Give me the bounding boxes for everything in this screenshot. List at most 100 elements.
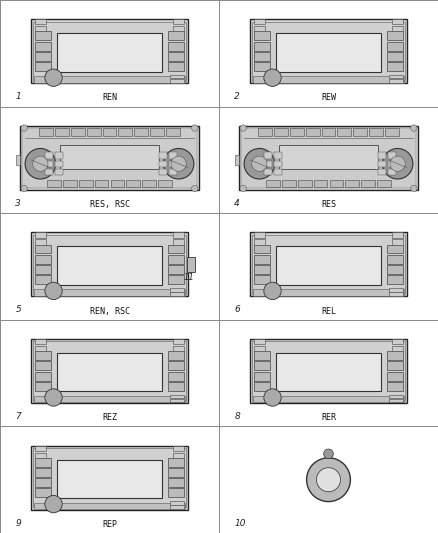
Bar <box>254 275 270 284</box>
Bar <box>387 52 403 61</box>
Bar <box>276 353 381 391</box>
Bar <box>253 396 404 402</box>
Bar <box>35 453 46 458</box>
Bar <box>392 339 403 344</box>
Bar <box>35 361 51 370</box>
Bar <box>35 265 51 274</box>
Bar <box>389 288 403 292</box>
Bar <box>119 128 132 136</box>
Bar <box>173 239 184 245</box>
Bar <box>34 503 185 509</box>
Bar <box>35 42 51 51</box>
Circle shape <box>191 185 198 192</box>
Bar <box>387 255 403 264</box>
Bar <box>173 339 184 344</box>
Bar <box>377 180 391 187</box>
Circle shape <box>307 458 350 502</box>
Bar <box>168 265 184 274</box>
Circle shape <box>191 125 198 131</box>
Bar <box>95 180 109 187</box>
Circle shape <box>264 69 281 86</box>
Bar <box>254 351 270 360</box>
Bar <box>254 31 270 41</box>
Text: 3: 3 <box>15 199 21 208</box>
Text: REN: REN <box>102 93 117 102</box>
Bar <box>35 372 51 381</box>
Bar <box>16 155 20 165</box>
Text: 9: 9 <box>15 519 21 528</box>
Circle shape <box>25 149 56 179</box>
Bar <box>170 505 184 509</box>
Bar <box>168 458 184 467</box>
Bar <box>168 361 184 370</box>
Bar <box>254 339 265 344</box>
Bar <box>31 232 188 296</box>
Text: REZ: REZ <box>102 413 117 422</box>
Bar <box>34 76 185 83</box>
Circle shape <box>240 185 247 192</box>
Bar <box>264 152 272 159</box>
Text: 4: 4 <box>234 199 240 208</box>
Bar <box>298 180 311 187</box>
Bar <box>168 478 184 487</box>
Bar <box>387 265 403 274</box>
Bar <box>219 213 438 320</box>
Bar <box>254 26 265 31</box>
Text: 5: 5 <box>15 305 21 314</box>
Bar <box>31 19 188 83</box>
Bar <box>35 232 46 238</box>
Bar <box>168 488 184 497</box>
Circle shape <box>382 149 413 179</box>
Bar <box>39 128 53 136</box>
Bar <box>219 320 438 426</box>
Bar <box>21 127 198 188</box>
Text: 2: 2 <box>234 92 240 101</box>
Text: 6: 6 <box>234 305 240 314</box>
Bar <box>31 339 188 403</box>
Circle shape <box>45 496 62 513</box>
Bar <box>250 19 407 83</box>
Bar <box>168 255 184 264</box>
Bar <box>254 255 270 264</box>
Bar <box>173 346 184 351</box>
Bar <box>158 180 172 187</box>
Circle shape <box>252 156 267 172</box>
Circle shape <box>410 185 417 192</box>
Bar <box>392 232 403 238</box>
Bar <box>35 458 51 467</box>
Bar <box>45 169 53 175</box>
Text: 1: 1 <box>15 92 21 101</box>
Text: 8: 8 <box>234 412 240 421</box>
Bar <box>35 275 51 284</box>
Bar <box>33 21 186 81</box>
Bar <box>254 52 270 61</box>
Bar <box>168 62 184 71</box>
Bar <box>385 128 399 136</box>
Bar <box>274 152 282 159</box>
Bar <box>274 169 282 175</box>
Circle shape <box>21 125 28 131</box>
Bar <box>47 180 61 187</box>
Bar <box>337 128 351 136</box>
Bar <box>35 31 51 41</box>
Circle shape <box>163 149 194 179</box>
Bar <box>387 361 403 370</box>
Bar <box>168 42 184 51</box>
Bar <box>79 180 92 187</box>
Bar <box>252 21 405 81</box>
Bar <box>250 339 407 403</box>
Bar <box>33 235 186 294</box>
Bar <box>252 235 405 294</box>
Bar <box>389 399 403 402</box>
Bar <box>387 275 403 284</box>
Bar <box>264 160 272 167</box>
Bar <box>35 239 46 245</box>
Bar <box>0 426 219 533</box>
Text: 7: 7 <box>15 412 21 421</box>
Bar <box>35 255 51 264</box>
Bar <box>110 180 124 187</box>
Bar <box>219 426 438 533</box>
Bar <box>388 160 396 167</box>
Text: REL: REL <box>321 306 336 316</box>
Bar <box>35 62 51 71</box>
